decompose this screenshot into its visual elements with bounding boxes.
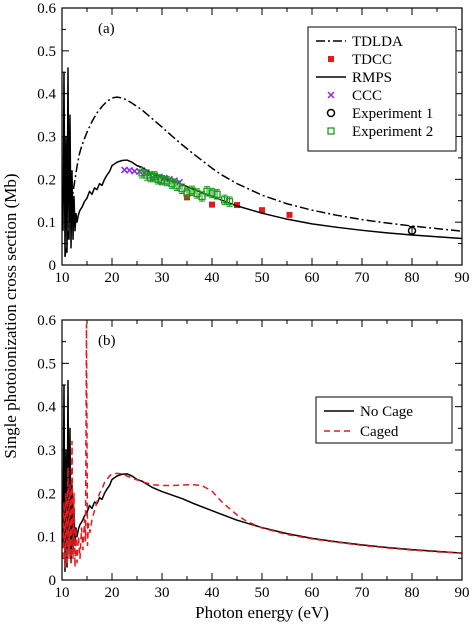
data-point xyxy=(168,179,176,188)
legend-label: No Cage xyxy=(360,404,413,420)
x-axis-label: Photon energy (eV) xyxy=(195,603,329,622)
legend-swatch xyxy=(327,127,335,135)
y-tick-label: 0.6 xyxy=(37,313,56,329)
y-tick-label: 0.6 xyxy=(37,1,56,17)
legend-label: TDLDA xyxy=(352,34,403,50)
x-tick-label: 60 xyxy=(305,585,320,601)
legend-label: CCC xyxy=(352,88,382,104)
data-point xyxy=(209,201,215,208)
legend-label: Caged xyxy=(360,424,399,440)
x-tick-label: 30 xyxy=(155,585,170,601)
panel-a: 10 20 30 40 50 60 70 80 90 0 0.1 0.2 0.3 0.4 0.5 0.6 (a)… xyxy=(37,1,469,286)
panel-b: 10 20 30 40 50 60 70 80 90 0 0.1 0.2 0.3 0.4 0.5 0.6 (b)… xyxy=(37,313,469,601)
y-tick-label: 0.3 xyxy=(37,443,56,459)
y-tick-label: 0.4 xyxy=(37,400,56,416)
y-tick-label: 0 xyxy=(49,258,57,274)
y-tick-label: 0.1 xyxy=(37,215,56,231)
legend-label: RMPS xyxy=(352,70,392,86)
x-tick-label: 90 xyxy=(455,585,470,601)
legend-label: TDCC xyxy=(352,52,392,68)
y-tick-label: 0.2 xyxy=(37,172,56,188)
data-point xyxy=(138,169,146,177)
plot-area xyxy=(62,323,462,573)
y-tick-label: 0.2 xyxy=(37,486,56,502)
data-point xyxy=(225,197,234,206)
data-point xyxy=(146,173,155,181)
legend-swatch xyxy=(326,108,336,118)
panel-label: (b) xyxy=(98,333,116,349)
x-tick-label: 40 xyxy=(205,585,220,601)
series-line-caged xyxy=(62,323,462,568)
legend-swatch xyxy=(327,91,335,99)
x-tick-label: 50 xyxy=(255,585,270,601)
x-tick-label: 40 xyxy=(205,270,220,286)
x-tick-label: 10 xyxy=(55,585,70,601)
data-point xyxy=(234,202,240,209)
panel-label: (a) xyxy=(98,21,115,37)
data-point xyxy=(220,196,229,204)
x-tick-label: 20 xyxy=(105,270,120,286)
series-line-rmps xyxy=(62,67,462,258)
x-tick-label: 80 xyxy=(405,585,420,601)
legend-swatch xyxy=(328,56,334,62)
y-tick-label: 0 xyxy=(49,573,57,589)
data-point xyxy=(208,189,216,197)
x-tick-label: 90 xyxy=(455,270,470,286)
y-tick-label: 0.5 xyxy=(37,44,56,60)
data-point xyxy=(213,190,221,198)
x-tick-label: 80 xyxy=(405,270,420,286)
series-markers-experiment-2 xyxy=(138,167,234,207)
data-point xyxy=(154,175,162,183)
data-point xyxy=(183,189,191,197)
y-tick-label: 0.3 xyxy=(37,130,56,146)
x-tick-label: 70 xyxy=(355,270,370,286)
x-tick-label: 10 xyxy=(55,270,70,286)
series-markers-experiment-1 xyxy=(407,225,417,236)
legend-box xyxy=(315,396,453,444)
legend: No Cage Caged xyxy=(315,396,453,444)
legend-label: Experiment 1 xyxy=(352,106,433,122)
x-tick-label: 60 xyxy=(305,270,320,286)
x-tick-label: 30 xyxy=(155,270,170,286)
y-tick-label: 0.4 xyxy=(37,87,56,103)
series-line-tdlda xyxy=(64,96,462,257)
data-point xyxy=(407,226,417,235)
data-point xyxy=(203,187,211,195)
plot-frame xyxy=(61,7,463,266)
data-point xyxy=(286,211,293,218)
data-point xyxy=(158,176,166,184)
legend: TDLDA TDCC RMPS CCC Experiment 1 Experiment 2 xyxy=(307,26,457,152)
x-tick-label: 50 xyxy=(255,270,270,286)
x-tick-label: 70 xyxy=(355,585,370,601)
legend-box xyxy=(307,26,457,152)
plot-area xyxy=(62,67,462,258)
y-tick-label: 0.5 xyxy=(37,356,56,372)
y-tick-label: 0.1 xyxy=(37,530,56,546)
legend-label: Experiment 2 xyxy=(352,124,433,140)
data-point xyxy=(259,207,265,214)
plot-frame xyxy=(61,319,463,581)
x-tick-label: 20 xyxy=(105,585,120,601)
y-axis-label: Single photoionization cross section (Mb… xyxy=(1,173,20,458)
